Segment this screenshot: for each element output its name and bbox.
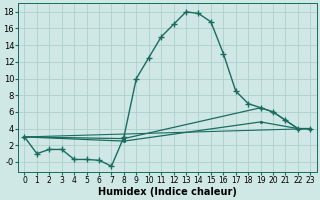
X-axis label: Humidex (Indice chaleur): Humidex (Indice chaleur) (98, 187, 237, 197)
